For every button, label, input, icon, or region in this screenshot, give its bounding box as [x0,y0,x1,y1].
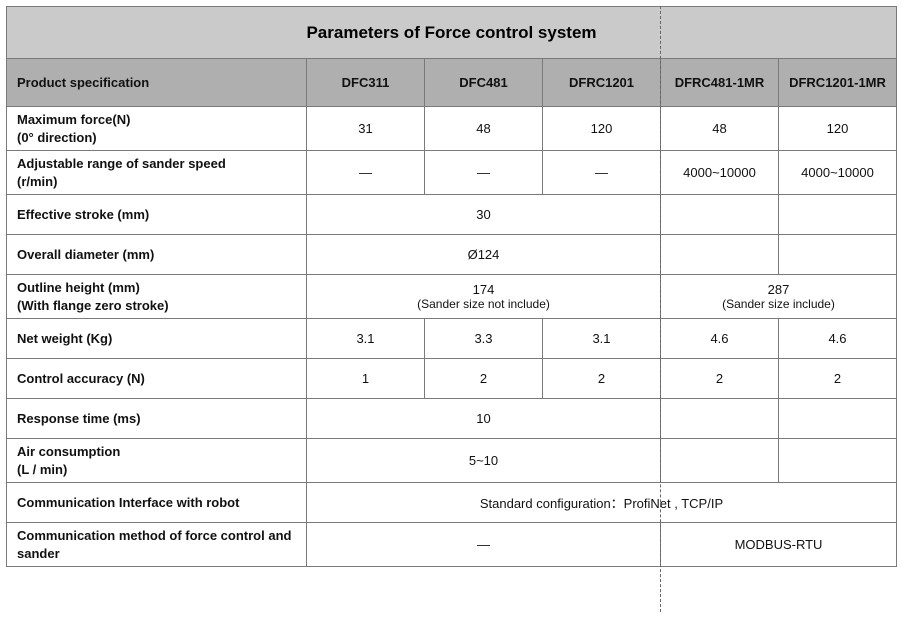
col-dfc481: DFC481 [425,59,543,107]
comm-sander-right: MODBUS-RTU [661,523,897,567]
max-force-v4: 48 [661,107,779,151]
max-force-v5: 120 [779,107,897,151]
label-diameter: Overall diameter (mm) [7,235,307,275]
outline-right-note: (Sander size include) [671,297,886,311]
acc-v3: 2 [543,359,661,399]
label-comm-sander: Communication method of force control an… [7,523,307,567]
max-force-v3: 120 [543,107,661,151]
netw-v5: 4.6 [779,319,897,359]
outline-right-val: 287 [768,282,790,297]
row-net-weight: Net weight (Kg) 3.1 3.3 3.1 4.6 4.6 [7,319,897,359]
spec-header: Product specification [7,59,307,107]
air-c5 [779,439,897,483]
row-comm-sander: Communication method of force control an… [7,523,897,567]
row-accuracy: Control accuracy (N) 1 2 2 2 2 [7,359,897,399]
row-response: Response time (ms) 10 [7,399,897,439]
sander-speed-v1: — [307,151,425,195]
netw-v4: 4.6 [661,319,779,359]
stroke-c4 [661,195,779,235]
label-net-weight: Net weight (Kg) [7,319,307,359]
acc-v5: 2 [779,359,897,399]
diameter-merged: Ø124 [307,235,661,275]
netw-v3: 3.1 [543,319,661,359]
acc-v1: 1 [307,359,425,399]
label-sander-speed: Adjustable range of sander speed (r/min) [7,151,307,195]
diameter-c4 [661,235,779,275]
comm-sander-left: — [307,523,661,567]
col-dfc311: DFC311 [307,59,425,107]
col-dfrc1201-1mr: DFRC1201-1MR [779,59,897,107]
label-stroke: Effective stroke (mm) [7,195,307,235]
col-dfrc481-1mr: DFRC481-1MR [661,59,779,107]
stroke-merged: 30 [307,195,661,235]
sander-speed-v4: 4000~10000 [661,151,779,195]
column-header-row: Product specification DFC311 DFC481 DFRC… [7,59,897,107]
label-comm-robot: Communication Interface with robot [7,483,307,523]
label-accuracy: Control accuracy (N) [7,359,307,399]
response-c5 [779,399,897,439]
sander-speed-v2: — [425,151,543,195]
row-comm-robot: Communication Interface with robot Stand… [7,483,897,523]
title-row: Parameters of Force control system [7,7,897,59]
row-air: Air consumption(L / min) 5~10 [7,439,897,483]
max-force-v1: 31 [307,107,425,151]
row-stroke: Effective stroke (mm) 30 [7,195,897,235]
comm-robot-val: Standard configuration：ProfiNet , TCP/IP [307,483,897,523]
air-c4 [661,439,779,483]
acc-v2: 2 [425,359,543,399]
sander-speed-v3: — [543,151,661,195]
parameters-table: Parameters of Force control system Produ… [6,6,897,567]
table-title: Parameters of Force control system [7,7,897,59]
response-c4 [661,399,779,439]
outline-right: 287 (Sander size include) [661,275,897,319]
row-sander-speed: Adjustable range of sander speed (r/min)… [7,151,897,195]
diameter-c5 [779,235,897,275]
sander-speed-v5: 4000~10000 [779,151,897,195]
netw-v1: 3.1 [307,319,425,359]
row-outline-height: Outline height (mm)(With flange zero str… [7,275,897,319]
label-air: Air consumption(L / min) [7,439,307,483]
outline-left: 174 (Sander size not include) [307,275,661,319]
row-diameter: Overall diameter (mm) Ø124 [7,235,897,275]
stroke-c5 [779,195,897,235]
label-response: Response time (ms) [7,399,307,439]
outline-left-note: (Sander size not include) [317,297,650,311]
acc-v4: 2 [661,359,779,399]
response-merged: 10 [307,399,661,439]
label-max-force: Maximum force(N)(0° direction) [7,107,307,151]
outline-left-val: 174 [473,282,495,297]
row-max-force: Maximum force(N)(0° direction) 31 48 120… [7,107,897,151]
max-force-v2: 48 [425,107,543,151]
col-dfrc1201: DFRC1201 [543,59,661,107]
netw-v2: 3.3 [425,319,543,359]
label-outline-height: Outline height (mm)(With flange zero str… [7,275,307,319]
air-merged: 5~10 [307,439,661,483]
